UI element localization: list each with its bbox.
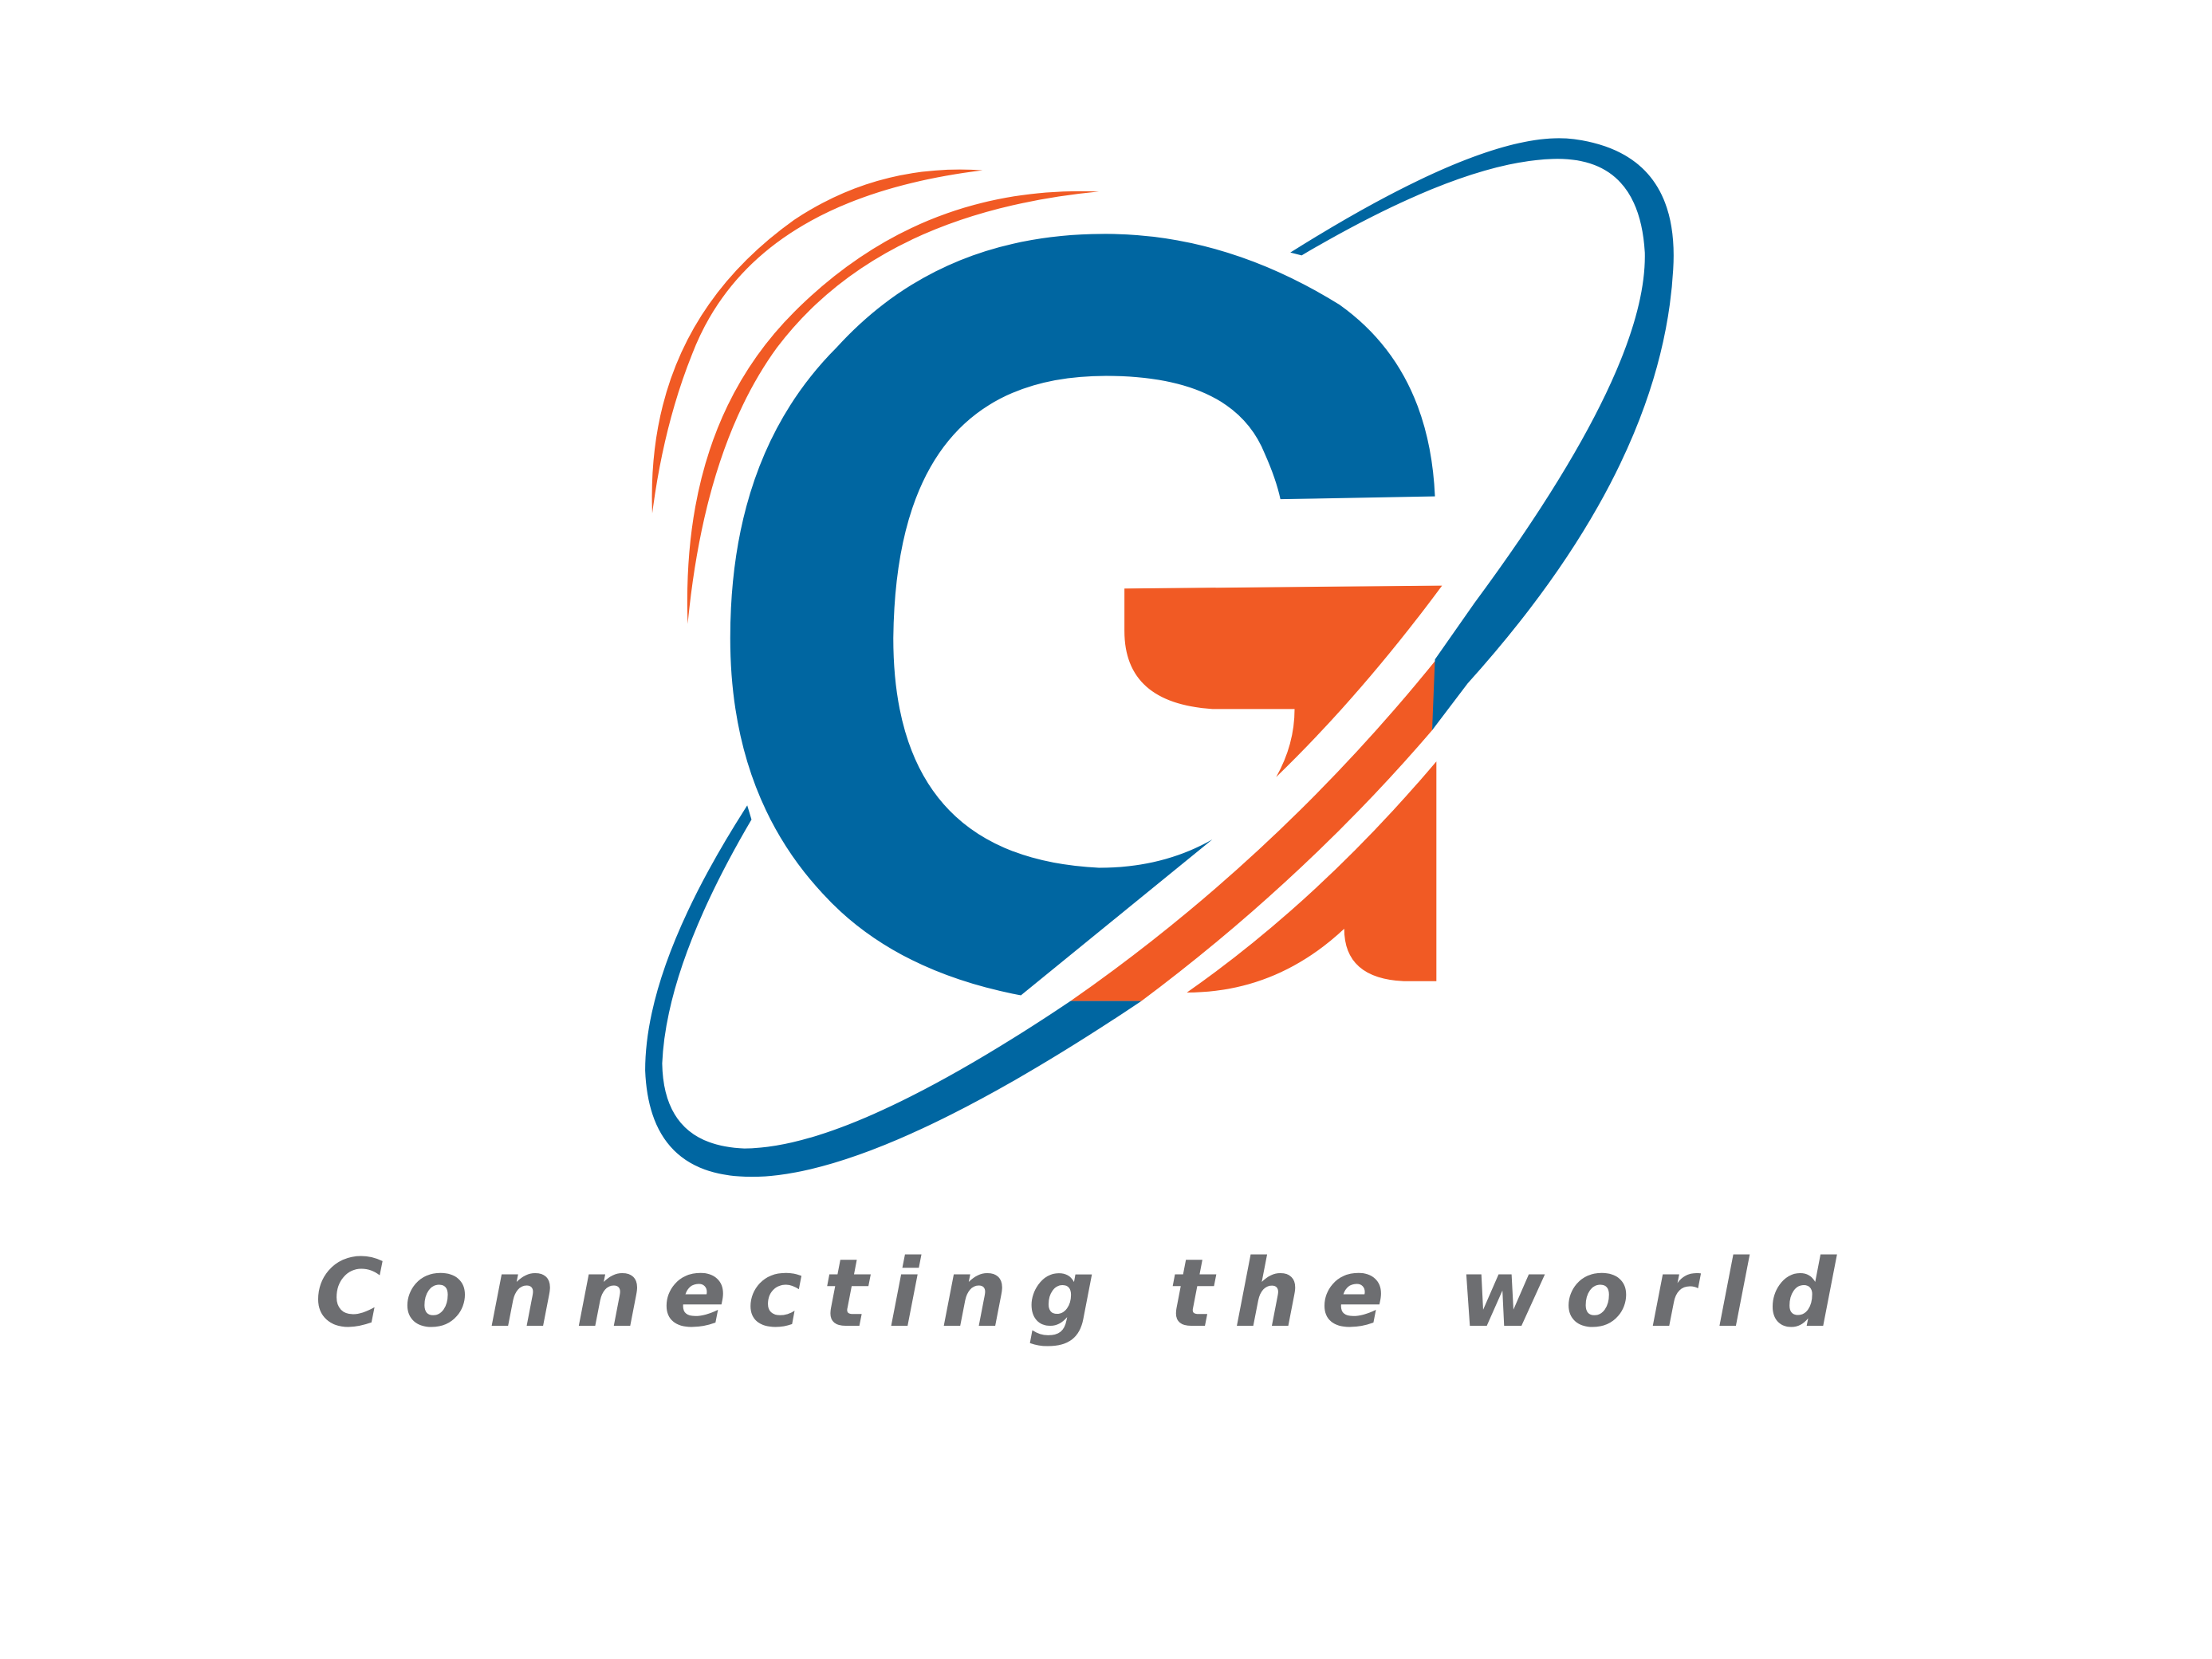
orbit-ring <box>1290 138 1674 731</box>
g-foot <box>1187 761 1437 993</box>
tagline: Connecting the world <box>315 1239 1837 1348</box>
letter-g <box>730 234 1435 996</box>
g-crossbar <box>1124 585 1443 777</box>
orbit-ring <box>645 805 1142 1177</box>
